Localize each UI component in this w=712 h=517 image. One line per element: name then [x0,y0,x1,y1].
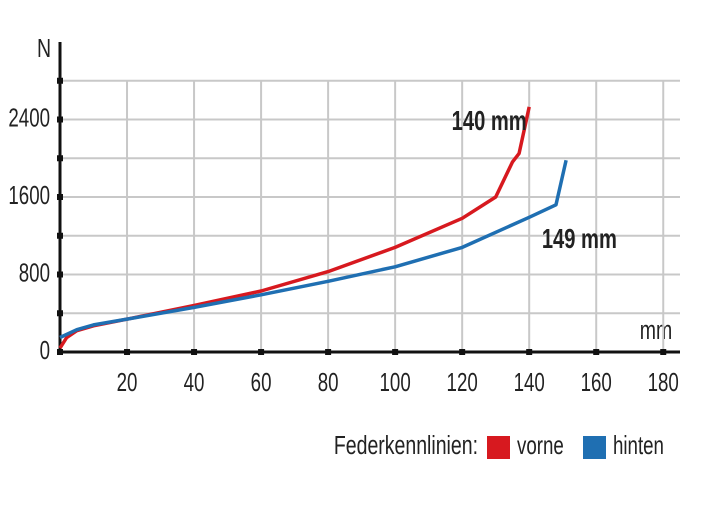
tick-mark [57,77,63,84]
x-tick-label: 80 [318,367,339,397]
x-tick-label: 40 [184,367,205,397]
legend-swatch [487,436,510,459]
tick-mark [593,349,600,355]
legend-label: hinten [613,430,664,460]
tick-mark [124,349,131,355]
tick-mark [660,349,667,355]
annotation: 140 mm [452,106,527,137]
tick-mark [258,349,265,355]
tick-mark [526,349,533,355]
legend-title: Federkennlinien: [334,430,478,459]
tick-mark [57,271,63,278]
y-tick-label: 0 [40,335,50,365]
x-axis-label: mm [640,315,672,344]
y-tick-label: 800 [19,257,50,287]
legend-swatch [583,436,606,459]
tick-mark [57,116,63,123]
tick-mark [57,155,63,162]
x-tick-label: 140 [514,367,545,397]
tick-mark [191,349,198,355]
tick-mark [57,194,63,200]
x-tick-label: 60 [251,367,272,397]
data-line [59,159,568,340]
annotation: 149 mm [542,224,617,255]
tick-mark [325,349,332,355]
x-tick-label: 160 [581,367,612,397]
tick-mark [392,349,399,355]
x-tick-label: 20 [117,367,138,397]
tick-mark [459,349,466,355]
tick-mark [57,232,63,239]
legend-label: vorne [517,430,564,460]
y-tick-label: 2400 [8,102,50,132]
x-tick-label: 180 [648,367,679,397]
x-tick-label: 100 [380,367,411,397]
x-tick-label: 120 [447,367,478,397]
tick-mark [57,349,63,355]
y-axis-label: N [37,33,51,62]
tick-mark [57,310,63,317]
y-tick-label: 1600 [8,180,50,210]
data-line [58,106,531,350]
